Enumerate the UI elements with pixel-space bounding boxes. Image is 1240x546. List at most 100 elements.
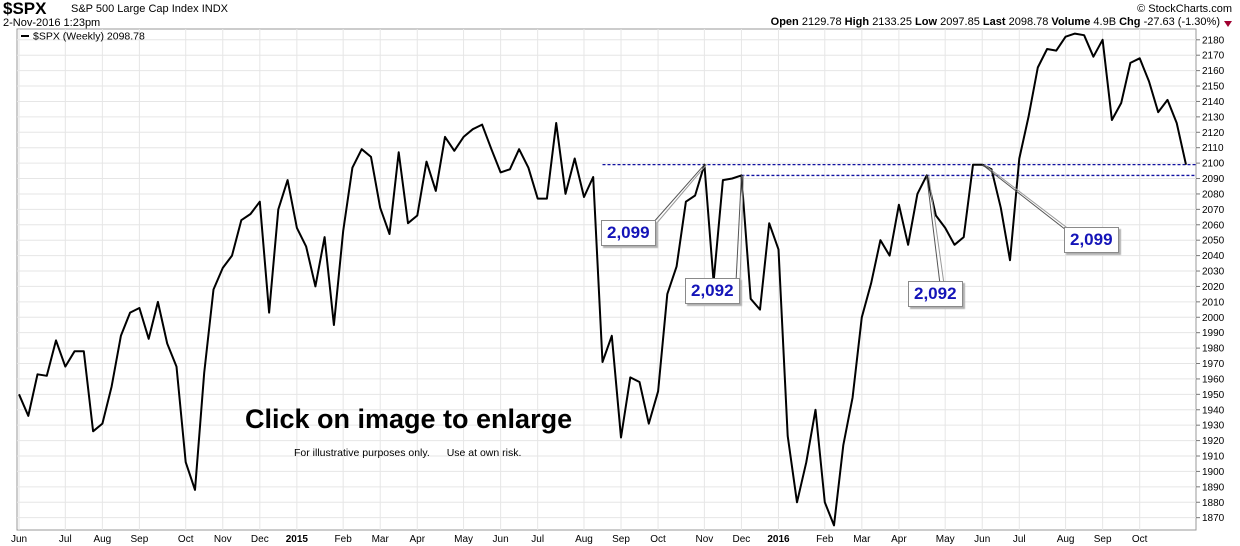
y-tick-label: 2020 — [1202, 282, 1225, 293]
volume-value: 4.9B — [1093, 16, 1117, 28]
y-tick-label: 2160 — [1202, 66, 1225, 77]
ticker-symbol: $SPX — [3, 0, 47, 18]
y-tick-label: 1910 — [1202, 452, 1225, 463]
callout-leader — [739, 175, 744, 283]
x-tick-label: Sep — [612, 534, 630, 545]
chg-value: -27.63 (-1.30%) — [1143, 16, 1220, 28]
low-label: Low — [915, 16, 938, 28]
x-tick-label: Apr — [891, 534, 907, 545]
last-label: Last — [982, 16, 1006, 28]
exchange-label: INDX — [201, 3, 228, 15]
index-name-text: S&P 500 Large Cap Index — [71, 3, 199, 15]
y-tick-label: 1990 — [1202, 328, 1225, 339]
y-tick-label: 2100 — [1202, 159, 1225, 170]
x-tick-label: Jun — [974, 534, 990, 545]
y-tick-label: 2170 — [1202, 51, 1225, 62]
plot-area — [16, 28, 1197, 531]
callout-leader — [926, 175, 941, 285]
disclaimer-note-1: For illustrative purposes only. — [294, 447, 430, 459]
high-value: 2133.25 — [872, 16, 912, 28]
x-tick-label: 2016 — [767, 534, 790, 545]
y-tick-label: 2130 — [1202, 112, 1225, 123]
x-tick-label: Feb — [816, 534, 834, 545]
y-tick-label: 2080 — [1202, 189, 1225, 200]
x-tick-label: Oct — [650, 534, 666, 545]
open-value: 2129.78 — [801, 16, 842, 28]
x-tick-label: Jul — [59, 534, 72, 545]
x-tick-label: Aug — [575, 534, 593, 545]
y-tick-label: 2150 — [1202, 82, 1225, 93]
quote-summary: Open 2129.78 High 2133.25 Low 2097.85 La… — [771, 16, 1220, 28]
y-tick-label: 2120 — [1202, 128, 1225, 139]
y-tick-label: 1890 — [1202, 482, 1225, 493]
volume-label: Volume — [1051, 16, 1091, 28]
x-tick-label: Mar — [372, 534, 390, 545]
y-tick-label: 2070 — [1202, 205, 1225, 216]
y-tick-label: 1950 — [1202, 390, 1225, 401]
x-tick-label: Jul — [531, 534, 544, 545]
quote-date: 2-Nov-2016 1:23pm — [3, 17, 101, 29]
y-tick-label: 1900 — [1202, 467, 1225, 478]
y-tick-label: 1880 — [1202, 498, 1225, 509]
x-tick-label: Apr — [409, 534, 425, 545]
callout-leader — [655, 164, 707, 225]
y-tick-label: 2030 — [1202, 267, 1225, 278]
open-label: Open — [770, 16, 799, 28]
y-tick-label: 1920 — [1202, 436, 1225, 447]
legend-entry: $SPX (Weekly) 2098.78 — [33, 31, 145, 43]
series-line-spx — [18, 32, 1187, 527]
chg-down-arrow-icon — [1224, 21, 1232, 27]
low-value: 2097.85 — [940, 16, 980, 28]
high-label: High — [844, 16, 870, 28]
x-tick-label: May — [936, 534, 955, 545]
index-name: S&P 500 Large Cap Index INDX — [71, 3, 228, 15]
y-tick-label: 2040 — [1202, 251, 1225, 262]
x-tick-label: 2015 — [286, 534, 309, 545]
x-tick-label: Nov — [214, 534, 232, 545]
y-tick-label: 2140 — [1202, 97, 1225, 108]
price-callout: 2,099 — [1064, 227, 1119, 253]
x-tick-label: Sep — [131, 534, 149, 545]
y-tick-label: 2000 — [1202, 313, 1225, 324]
y-tick-label: 1870 — [1202, 513, 1225, 524]
brand-label[interactable]: © StockCharts.com — [1137, 3, 1232, 15]
y-tick-label: 2090 — [1202, 174, 1225, 185]
x-tick-label: Dec — [251, 534, 269, 545]
x-tick-label: Oct — [1132, 534, 1148, 545]
price-callout: 2,092 — [685, 278, 740, 304]
callout-leader — [735, 175, 742, 283]
x-tick-label: Jun — [493, 534, 509, 545]
last-value: 2098.78 — [1008, 16, 1049, 28]
x-tick-label: Oct — [178, 534, 194, 545]
callout-leader — [928, 175, 945, 285]
y-tick-label: 1930 — [1202, 421, 1225, 432]
x-tick-label: Sep — [1094, 534, 1112, 545]
y-tick-label: 2180 — [1202, 35, 1225, 46]
x-tick-label: Aug — [1057, 534, 1075, 545]
y-tick-label: 2060 — [1202, 220, 1225, 231]
y-tick-label: 2050 — [1202, 236, 1225, 247]
x-tick-label: Jun — [11, 534, 27, 545]
y-tick-label: 1940 — [1202, 405, 1225, 416]
price-callout: 2,092 — [908, 281, 963, 307]
callout-leader — [981, 164, 1067, 231]
disclaimer: For illustrative purposes only. Use at o… — [294, 447, 521, 459]
y-tick-label: 1960 — [1202, 374, 1225, 385]
x-tick-label: Nov — [695, 534, 713, 545]
x-tick-label: Feb — [335, 534, 353, 545]
disclaimer-note-2: Use at own risk. — [446, 447, 522, 459]
y-tick-label: 1980 — [1202, 344, 1225, 355]
x-tick-label: Jul — [1013, 534, 1026, 545]
y-tick-label: 1970 — [1202, 359, 1225, 370]
enlarge-caption[interactable]: Click on image to enlarge — [245, 404, 573, 434]
x-tick-label: Mar — [853, 534, 871, 545]
y-tick-label: 2110 — [1202, 143, 1224, 154]
x-tick-label: May — [454, 534, 473, 545]
callout-leader — [983, 164, 1071, 231]
chg-label: Chg — [1119, 16, 1141, 28]
y-tick-label: 2010 — [1202, 297, 1225, 308]
x-tick-label: Aug — [93, 534, 111, 545]
price-callout: 2,099 — [601, 220, 656, 246]
callout-leader — [651, 164, 705, 225]
